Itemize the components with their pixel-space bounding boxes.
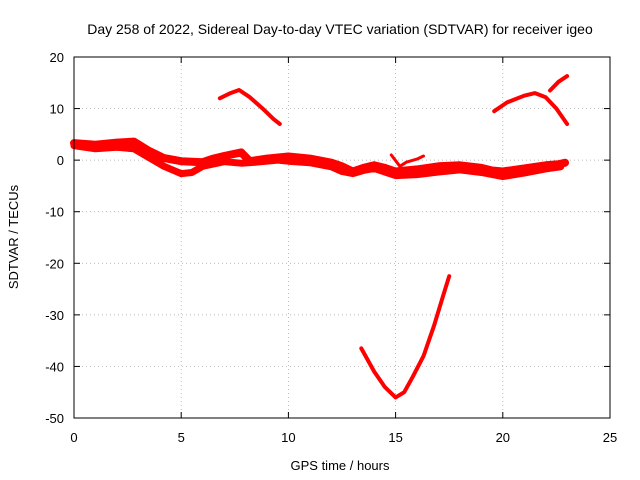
series-segment-morning-high <box>217 88 282 126</box>
chart-title: Day 258 of 2022, Sidereal Day-to-day VTE… <box>87 21 593 37</box>
x-tick-label: 5 <box>178 430 185 445</box>
plot-frame <box>73 56 611 419</box>
y-tick-label: -20 <box>45 256 64 271</box>
axis-ticks <box>73 56 611 419</box>
y-tick-label: -10 <box>45 205 64 220</box>
x-tick-label: 0 <box>70 430 77 445</box>
x-axis-label: GPS time / hours <box>291 458 390 473</box>
y-tick-label: -40 <box>45 359 64 374</box>
x-tick-label: 20 <box>496 430 510 445</box>
series-segment-evening-high <box>492 91 570 126</box>
x-tick-label: 15 <box>388 430 402 445</box>
series-segment-midday-spike <box>389 153 425 168</box>
series-segment-afternoon-dip <box>359 274 452 400</box>
series-main-track-lower <box>70 142 565 181</box>
y-tick-label: 20 <box>50 50 64 65</box>
y-tick-label: -50 <box>45 411 64 426</box>
y-tick-label: 0 <box>57 153 64 168</box>
axis-tick-labels: 0 5 10 15 20 25 20 10 0 -10 -20 -30 -40 -50 <box>45 50 617 445</box>
grid <box>74 57 610 418</box>
y-tick-label: -30 <box>45 308 64 323</box>
data-series <box>70 74 570 400</box>
x-tick-label: 25 <box>603 430 617 445</box>
x-tick-label: 10 <box>281 430 295 445</box>
y-axis-label: SDTVAR / TECUs <box>6 184 21 289</box>
y-tick-label: 10 <box>50 102 64 117</box>
series-main-track-upper <box>70 137 569 176</box>
series-segment-evening-peak <box>548 74 570 93</box>
